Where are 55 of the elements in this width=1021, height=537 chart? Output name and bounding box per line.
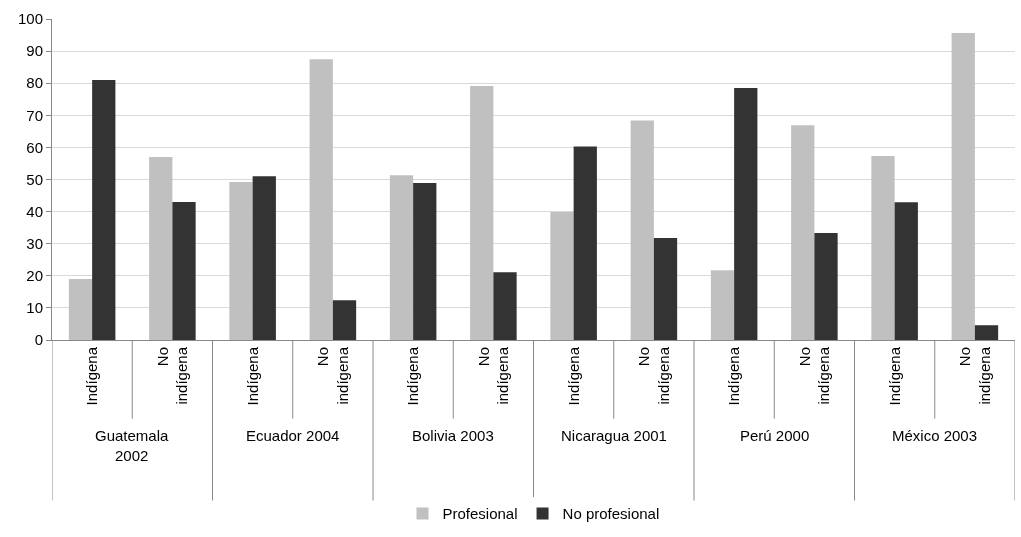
text: Bolivia 2003 bbox=[412, 427, 494, 444]
bar bbox=[871, 156, 895, 340]
y-tick-label: 90 bbox=[26, 42, 43, 60]
bar bbox=[550, 211, 574, 340]
bar bbox=[894, 202, 918, 340]
bar bbox=[791, 125, 815, 340]
x-tick-label: No indígena bbox=[956, 346, 993, 405]
y-tick-label: 50 bbox=[26, 170, 43, 188]
bar bbox=[309, 59, 333, 340]
bar bbox=[974, 325, 999, 340]
bar bbox=[92, 79, 116, 340]
text: Perú 2000 bbox=[740, 427, 810, 444]
x-tick-label: No indígena bbox=[153, 346, 191, 405]
bar bbox=[252, 176, 276, 340]
text: Ecuador 2004 bbox=[246, 427, 340, 444]
y-tick-label: 70 bbox=[26, 106, 43, 124]
bar bbox=[172, 201, 196, 340]
x-tick-label: Indígena bbox=[725, 346, 743, 406]
x-tick-label: No indígena bbox=[795, 346, 833, 405]
y-tick-label: 30 bbox=[26, 234, 43, 252]
x-tick-label: Indígena bbox=[885, 346, 903, 406]
y-tick-label: 80 bbox=[26, 74, 43, 92]
y-tick-label: 20 bbox=[26, 267, 43, 285]
bar bbox=[389, 175, 414, 340]
y-tick-label: 40 bbox=[26, 202, 43, 220]
x-tick-label: Indígena bbox=[404, 346, 422, 406]
bar bbox=[630, 120, 654, 340]
bar bbox=[573, 146, 597, 340]
text: Guatemala 2002 bbox=[95, 427, 170, 464]
bar bbox=[814, 233, 838, 340]
y-tick-label: 100 bbox=[17, 10, 43, 28]
text: Nicaragua 2001 bbox=[561, 427, 667, 444]
x-tick-label: No indígena bbox=[474, 346, 512, 405]
legend-label: Profesional bbox=[442, 505, 518, 523]
bar bbox=[710, 270, 735, 340]
bar bbox=[68, 279, 93, 340]
x-tick-label: No indígena bbox=[314, 346, 351, 405]
x-tick-label: Indígena bbox=[83, 346, 100, 406]
y-tick-label: 0 bbox=[34, 331, 43, 349]
y-tick-label: 10 bbox=[26, 299, 43, 317]
x-tick-label: No indígena bbox=[635, 346, 672, 405]
x-tick-label: Indígena bbox=[564, 346, 582, 406]
bar bbox=[493, 272, 517, 340]
bar bbox=[734, 88, 758, 340]
bar bbox=[470, 86, 494, 340]
bar bbox=[149, 157, 173, 340]
bar bbox=[413, 183, 437, 340]
y-tick-label: 60 bbox=[26, 138, 43, 156]
x-tick-label: Indígena bbox=[243, 346, 261, 406]
bar bbox=[229, 182, 253, 340]
bar bbox=[951, 33, 975, 340]
legend-label: No profesional bbox=[562, 505, 660, 523]
bar bbox=[332, 300, 357, 340]
bar bbox=[653, 237, 678, 340]
text: México 2003 bbox=[892, 427, 978, 444]
